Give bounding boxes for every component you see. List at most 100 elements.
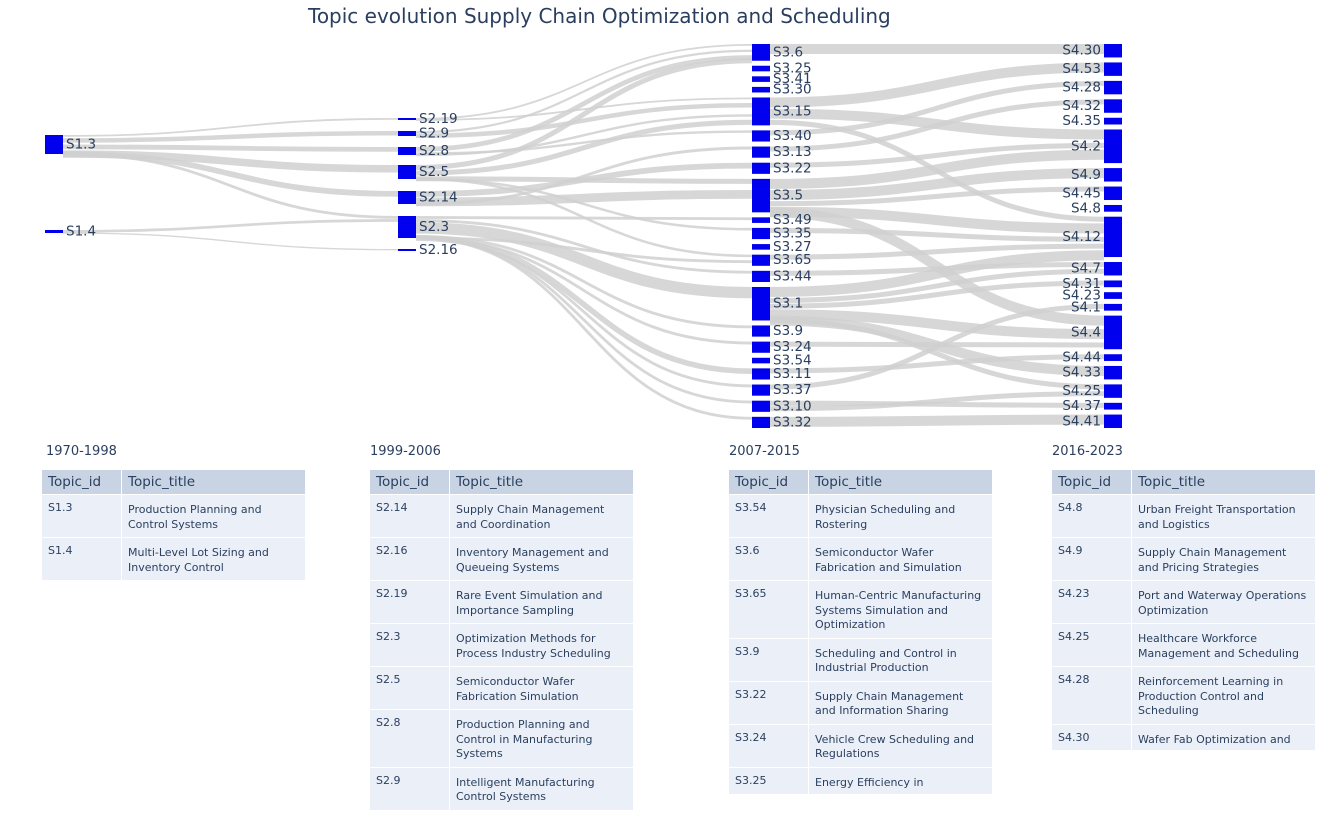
node-label-S4.25: S4.25 (1062, 383, 1101, 399)
sankey-node-S3.22[interactable] (752, 162, 770, 174)
topic-id-cell: S3.65 (729, 580, 809, 638)
sankey-node-S2.16[interactable] (398, 249, 416, 251)
sankey-link-S3.15-S4.53 (769, 62, 1105, 108)
sankey-node-S3.24[interactable] (752, 341, 770, 353)
sankey-node-S3.65[interactable] (752, 254, 770, 266)
sankey-node-S3.41[interactable] (752, 76, 770, 82)
sankey-node-S4.35[interactable] (1104, 117, 1122, 125)
topic-title-cell: Energy Efficiency in (809, 766, 993, 794)
sankey-node-S3.10[interactable] (752, 400, 770, 412)
sankey-node-S3.5[interactable] (752, 178, 770, 213)
sankey-link-S2.8-S3.6 (415, 55, 753, 152)
sankey-node-S4.44[interactable] (1104, 354, 1122, 361)
sankey-node-S4.37[interactable] (1104, 402, 1122, 410)
sankey-node-S3.13[interactable] (752, 146, 770, 158)
topic-title-cell: Production Planning and Control Systems (122, 494, 306, 537)
node-label-S3.30: S3.30 (773, 82, 812, 98)
sankey-link-S2.3-S3.49 (415, 215, 753, 221)
sankey-node-S1.4[interactable] (45, 230, 63, 233)
sankey-node-S4.8[interactable] (1104, 204, 1122, 212)
sankey-node-S4.28[interactable] (1104, 80, 1122, 95)
sankey-node-S3.27[interactable] (752, 244, 770, 250)
table-row: S3.9 Scheduling and Control in Industrial… (729, 637, 993, 681)
sankey-node-S4.30[interactable] (1104, 44, 1122, 58)
sankey-node-S4.45[interactable] (1104, 186, 1122, 200)
node-label-S4.44: S4.44 (1062, 350, 1101, 366)
node-label-S3.27: S3.27 (773, 239, 812, 255)
node-label-S3.22: S3.22 (773, 160, 812, 176)
node-label-S2.8: S2.8 (419, 143, 449, 159)
sankey-node-S2.19[interactable] (398, 118, 416, 120)
topic-title-cell: Optimization Methods for Process Industr… (450, 623, 634, 666)
node-label-S3.13: S3.13 (773, 144, 812, 160)
topic-table: Topic_id Topic_title S4.8 Urban Freight T… (1052, 470, 1316, 750)
node-label-S4.45: S4.45 (1062, 185, 1101, 201)
sankey-node-S4.53[interactable] (1104, 62, 1122, 76)
sankey-node-S4.2[interactable] (1104, 129, 1122, 164)
sankey-node-S3.40[interactable] (752, 130, 770, 142)
node-label-S3.40: S3.40 (773, 128, 812, 144)
topic-id-cell: S4.28 (1052, 666, 1132, 724)
sankey-node-S4.9[interactable] (1104, 168, 1122, 182)
sankey-node-S4.32[interactable] (1104, 99, 1122, 113)
node-label-S2.16: S2.16 (419, 242, 458, 258)
table-row: S2.16 Inventory Management and Queueing S… (370, 537, 634, 580)
sankey-link-S1.4-S2.3 (62, 219, 399, 233)
sankey-node-S3.32[interactable] (752, 416, 770, 428)
topic-id-cell: S4.25 (1052, 623, 1132, 666)
sankey-node-S3.9[interactable] (752, 325, 770, 337)
node-label-S2.5: S2.5 (419, 164, 449, 180)
sankey-link-S3.1-S4.7 (769, 268, 1105, 304)
sankey-link-S3.5-S4.45 (769, 186, 1105, 207)
table-row: S1.4 Multi-Level Lot Sizing and Inventory… (42, 537, 306, 580)
node-label-S4.37: S4.37 (1062, 398, 1101, 414)
sankey-node-S2.14[interactable] (398, 191, 416, 204)
sankey-node-S2.5[interactable] (398, 165, 416, 179)
sankey-link-S3.32-S4.41 (769, 414, 1105, 427)
sankey-node-S4.31[interactable] (1104, 280, 1122, 288)
sankey-node-S4.12[interactable] (1104, 216, 1122, 258)
sankey-node-S3.35[interactable] (752, 227, 770, 240)
sankey-node-S2.3[interactable] (398, 216, 416, 238)
sankey-node-S4.4[interactable] (1104, 315, 1122, 350)
topic-table: Topic_id Topic_title S3.54 Physician Sche… (729, 470, 993, 794)
sankey-node-S3.1[interactable] (752, 286, 770, 321)
sankey-node-S4.1[interactable] (1104, 303, 1122, 311)
sankey-node-S3.15[interactable] (752, 97, 770, 126)
sankey-node-S2.8[interactable] (398, 147, 416, 155)
topic-title-cell: Inventory Management and Queueing System… (450, 537, 634, 580)
sankey-node-S2.9[interactable] (398, 131, 416, 136)
topic-title-cell: Supply Chain Management and Information … (809, 680, 993, 724)
sankey-link-S3.5-S4.2 (769, 149, 1105, 189)
sankey-node-S4.23[interactable] (1104, 292, 1122, 299)
sankey-node-S3.37[interactable] (752, 384, 770, 396)
node-label-S4.41: S4.41 (1062, 413, 1101, 429)
node-label-S4.8: S4.8 (1071, 200, 1101, 216)
topic-id-cell: S3.9 (729, 637, 809, 681)
sankey-node-S3.44[interactable] (752, 270, 770, 282)
sankey-node-S4.25[interactable] (1104, 384, 1122, 398)
period-label: 1999-2006 (370, 444, 441, 459)
topic-id-cell: S4.23 (1052, 580, 1132, 623)
sankey-node-S4.41[interactable] (1104, 414, 1122, 428)
table-row: S4.25 Healthcare Workforce Management and… (1052, 623, 1316, 666)
sankey-node-S3.11[interactable] (752, 368, 770, 380)
sankey-node-S3.49[interactable] (752, 217, 770, 223)
table-row: S1.3 Production Planning and Control Syst… (42, 494, 306, 537)
sankey-node-S3.6[interactable] (752, 44, 770, 61)
sankey-node-S1.3[interactable] (45, 135, 63, 154)
sankey-node-S3.25[interactable] (752, 65, 770, 72)
sankey-node-S4.7[interactable] (1104, 262, 1122, 276)
sankey-link-S3.22-S4.2 (769, 142, 1105, 168)
sankey-node-S4.33[interactable] (1104, 365, 1122, 380)
topic-title-cell: Healthcare Workforce Management and Sche… (1132, 623, 1316, 666)
sankey-link-S2.19-S3.15 (415, 97, 753, 121)
header-topic-title: Topic_title (450, 470, 634, 494)
sankey-node-S3.30[interactable] (752, 86, 770, 93)
table-row: S2.9 Intelligent Manufacturing Control Sy… (370, 766, 634, 810)
topic-title-cell: Scheduling and Control in Industrial Pro… (809, 637, 993, 681)
sankey-node-S3.54[interactable] (752, 357, 770, 364)
table-row: S3.25 Energy Efficiency in (729, 766, 993, 794)
